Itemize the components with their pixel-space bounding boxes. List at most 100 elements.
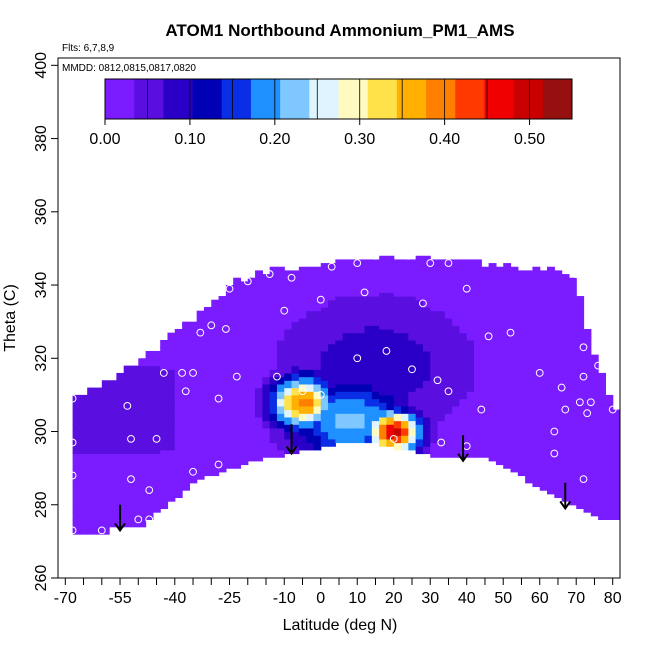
heatmap-cell (393, 274, 402, 282)
colorbar-swatch (396, 79, 427, 119)
heatmap-cell (174, 372, 183, 381)
heatmap-cell (138, 453, 147, 462)
heatmap-cell (393, 347, 402, 356)
heatmap-cell (583, 490, 592, 499)
heatmap-cell (364, 339, 373, 348)
heatmap-cell (138, 431, 147, 440)
heatmap-cell (422, 263, 431, 271)
heatmap-cell (298, 354, 307, 363)
heatmap-cell (444, 420, 453, 429)
heatmap-cell (130, 468, 139, 477)
heatmap-cell (576, 471, 585, 480)
heatmap-cell (539, 475, 548, 484)
heatmap-cell (247, 409, 256, 418)
heatmap-cell (459, 383, 468, 392)
heatmap-cell (306, 413, 315, 422)
heatmap-cell (72, 512, 81, 520)
heatmap-cell (284, 416, 293, 425)
heatmap-cell (203, 402, 212, 411)
heatmap-cell (160, 376, 169, 385)
heatmap-cell (576, 457, 585, 466)
heatmap-cell (335, 405, 344, 414)
heatmap-cell (466, 449, 475, 458)
heatmap-cell (539, 277, 548, 286)
heatmap-cell (174, 475, 183, 484)
heatmap-cell (452, 405, 461, 414)
heatmap-cell (401, 413, 409, 422)
heatmap-cell (510, 339, 519, 348)
heatmap-cell (357, 405, 366, 414)
heatmap-cell (386, 394, 395, 403)
heatmap-cell (203, 350, 212, 359)
heatmap-cell (371, 332, 380, 341)
colorbar-swatch (309, 79, 339, 119)
heatmap-cell (539, 482, 548, 491)
heatmap-cell (393, 369, 402, 378)
heatmap-cell (262, 318, 271, 326)
heatmap-cell (371, 274, 380, 282)
heatmap-cell (401, 361, 409, 370)
heatmap-cell (109, 512, 117, 520)
heatmap-cell (525, 307, 534, 315)
heatmap-cell (342, 266, 351, 275)
heatmap-cell (568, 431, 577, 440)
heatmap-cell (495, 435, 504, 444)
heatmap-cell (554, 336, 563, 345)
heatmap-cell (247, 380, 256, 389)
heatmap-cell (328, 336, 336, 345)
sample-point (189, 467, 197, 476)
heatmap-cell (444, 391, 453, 400)
heatmap-cell (79, 490, 88, 499)
chart-title: ATOM1 Northbound Ammonium_PM1_AMS (165, 21, 514, 40)
heatmap-cell (452, 398, 461, 407)
heatmap-cell (313, 332, 322, 341)
heatmap-cell (306, 405, 315, 414)
sample-point (433, 376, 442, 385)
heatmap-cell (167, 369, 176, 378)
heatmap-cell (474, 325, 482, 334)
heatmap-cell (182, 394, 190, 403)
heatmap-cell (335, 318, 344, 326)
heatmap-cell (481, 347, 490, 356)
heatmap-cell (422, 358, 431, 367)
heatmap-cell (525, 343, 534, 352)
heatmap-cell (247, 307, 256, 315)
heatmap-cell (269, 296, 278, 304)
heatmap-cell (393, 332, 402, 341)
heatmap-cell (583, 336, 592, 345)
heatmap-cell (233, 431, 242, 440)
heatmap-cell (561, 391, 570, 400)
heatmap-cell (408, 325, 417, 334)
heatmap-cell (269, 391, 278, 400)
heatmap-cell (320, 299, 329, 308)
heatmap-cell (145, 402, 154, 411)
heatmap-cell (101, 468, 110, 477)
heatmap-cell (437, 420, 446, 429)
heatmap-cell (539, 299, 548, 308)
heatmap-cell (539, 321, 548, 330)
colorbar-swatch (221, 79, 252, 119)
heatmap-cell (444, 310, 453, 319)
heatmap-cell (495, 442, 504, 451)
heatmap-cell (233, 336, 242, 345)
heatmap-cell (342, 361, 351, 370)
heatmap-cell (335, 391, 344, 400)
heatmap-cell (379, 255, 388, 264)
heatmap-cell (590, 427, 599, 436)
heatmap-cell (328, 285, 336, 293)
heatmap-cell (474, 347, 482, 356)
heatmap-cell (298, 318, 307, 326)
heatmap-cell (255, 350, 263, 359)
heatmap-cell (554, 475, 563, 484)
heatmap-cell (547, 318, 555, 326)
heatmap-cell (525, 365, 534, 374)
heatmap-cell (525, 285, 534, 293)
heatmap-cell (211, 321, 220, 330)
heatmap-cell (554, 468, 563, 477)
sample-point (550, 449, 559, 458)
heatmap-cell (401, 391, 409, 400)
heatmap-cell (590, 383, 599, 392)
heatmap-cell (554, 321, 563, 330)
heatmap-cell (174, 416, 183, 425)
heatmap-cell (240, 391, 249, 400)
